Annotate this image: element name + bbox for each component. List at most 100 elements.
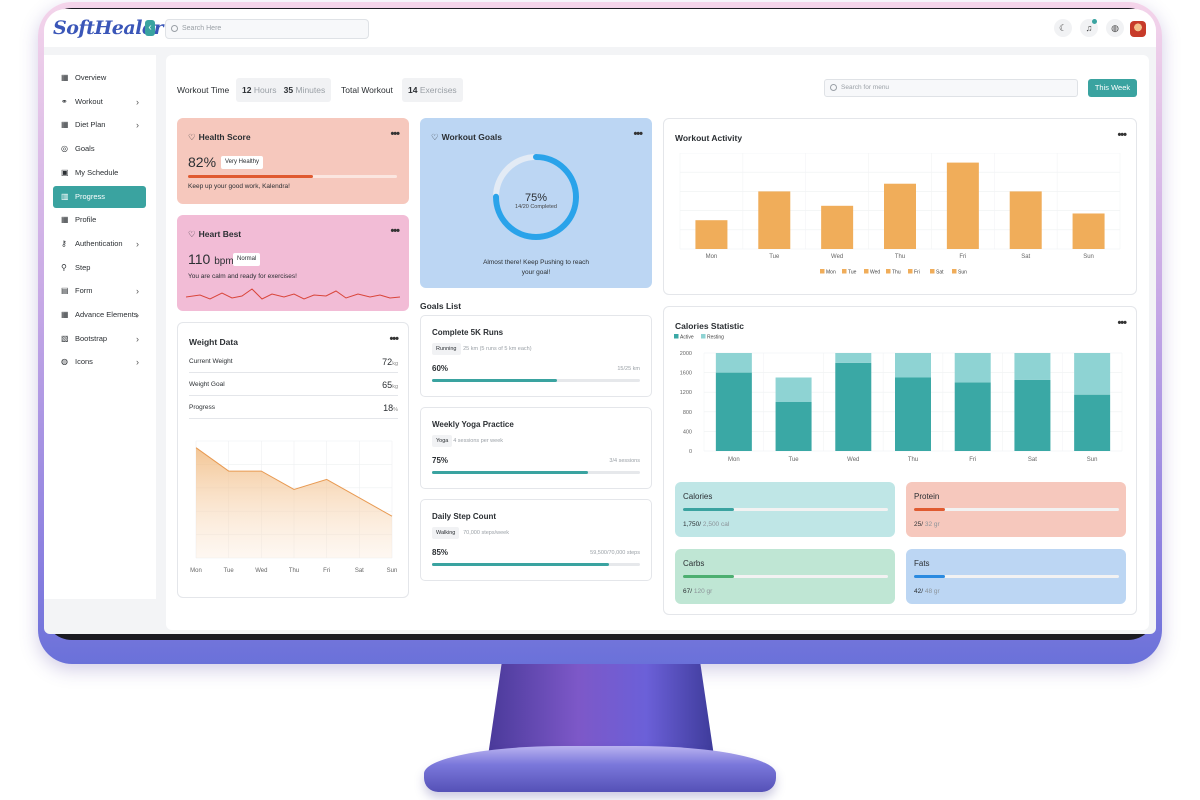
bar-resting-thu[interactable] bbox=[895, 353, 931, 378]
legend-swatch bbox=[820, 269, 825, 274]
legend-label: Thu bbox=[892, 270, 901, 276]
heart-icon: ♡ bbox=[188, 132, 196, 142]
more-icon[interactable]: ••• bbox=[633, 128, 643, 140]
macro-value: 67/ 120 gr bbox=[683, 588, 712, 595]
more-icon[interactable]: ••• bbox=[1117, 317, 1127, 329]
minutes-value: 35 bbox=[283, 85, 294, 95]
chevron-right-icon: › bbox=[136, 333, 139, 344]
globe-icon[interactable]: ◍ bbox=[1106, 19, 1124, 37]
sidebar-item-form[interactable]: ▤ Form › bbox=[53, 280, 146, 302]
weight-row-label: Current Weight bbox=[189, 358, 233, 365]
bar-fri[interactable] bbox=[946, 162, 979, 249]
goal-percent: 85% bbox=[432, 548, 449, 557]
dumbbell-icon: ⚭ bbox=[61, 96, 68, 106]
bar-active-sat[interactable] bbox=[1014, 379, 1051, 451]
y-tick-label: 400 bbox=[683, 429, 692, 435]
sidebar: ▦ Overview ⚭ Workout › ▦ Diet Plan › ◎ Goals ▣ My S… bbox=[44, 55, 156, 599]
bar-wed[interactable] bbox=[821, 205, 854, 249]
bar-active-mon[interactable] bbox=[715, 372, 752, 451]
sidebar-item-diet-plan[interactable]: ▦ Diet Plan › bbox=[53, 114, 146, 136]
calories-card: Calories Statistic ••• Active Resting 0 400… bbox=[663, 306, 1137, 615]
this-week-button[interactable]: This Week bbox=[1088, 79, 1137, 97]
menu-search-input[interactable]: Search for menu bbox=[824, 79, 1078, 97]
chevron-left-icon[interactable]: ‹ bbox=[145, 20, 155, 36]
goal-card[interactable]: Weekly Yoga Practice Yoga 4 sessions per w… bbox=[420, 407, 652, 489]
bar-active-tue[interactable] bbox=[775, 402, 812, 451]
screen: SoftHealer ‹ Search Here ☾ ♫ ◍ ▦ Overview… bbox=[44, 9, 1156, 634]
legend-label: Sun bbox=[958, 270, 967, 276]
heart-title: ♡ Heart Best bbox=[188, 229, 242, 239]
x-tick-label: Tue bbox=[224, 568, 235, 574]
more-icon[interactable]: ••• bbox=[389, 333, 399, 345]
sidebar-item-overview[interactable]: ▦ Overview bbox=[53, 67, 146, 89]
goal-progress: 59,500/70,000 steps bbox=[590, 550, 640, 556]
bar-mon[interactable] bbox=[695, 220, 728, 249]
sidebar-item-step[interactable]: ⚲ Step bbox=[53, 257, 146, 279]
goal-desc: 4 sessions per week bbox=[453, 438, 504, 444]
macro-track bbox=[914, 508, 1119, 511]
macro-current: 42 bbox=[914, 588, 922, 595]
bar-resting-tue[interactable] bbox=[775, 377, 812, 403]
more-icon[interactable]: ••• bbox=[390, 225, 400, 237]
exercises-value: 14 bbox=[408, 85, 418, 95]
bar-active-thu[interactable] bbox=[895, 377, 931, 452]
bar-resting-sat[interactable] bbox=[1014, 353, 1051, 380]
macro-fats: Fats 42/ 48 gr bbox=[906, 549, 1126, 604]
workout-goals-percent: 75% bbox=[524, 192, 548, 204]
x-tick-label: Thu bbox=[895, 254, 905, 260]
search-input[interactable]: Search Here bbox=[165, 19, 369, 39]
moon-icon[interactable]: ☾ bbox=[1054, 19, 1072, 37]
bar-resting-sun[interactable] bbox=[1074, 353, 1111, 395]
bar-resting-fri[interactable] bbox=[954, 353, 991, 383]
heartbeat-line bbox=[186, 288, 400, 300]
sidebar-item-workout[interactable]: ⚭ Workout › bbox=[53, 91, 146, 113]
goal-card[interactable]: Daily Step Count Walking 70,000 steps/week… bbox=[420, 499, 652, 581]
avatar[interactable] bbox=[1130, 21, 1146, 37]
weight-row-label: Progress bbox=[189, 404, 216, 411]
sidebar-item-icons[interactable]: ◍ Icons › bbox=[53, 351, 146, 373]
bar-tue[interactable] bbox=[758, 191, 791, 249]
sidebar-item-authentication[interactable]: ⚷ Authentication › bbox=[53, 233, 146, 255]
health-score-card: ♡ Health Score ••• 82% Very Healthy Keep … bbox=[177, 118, 409, 204]
form-icon: ▤ bbox=[61, 286, 69, 296]
workout-goals-message: Almost there! Keep Pushing to reach your … bbox=[483, 259, 589, 276]
bar-sun[interactable] bbox=[1072, 213, 1105, 249]
bar-sat[interactable] bbox=[1009, 191, 1042, 249]
sidebar-item-profile[interactable]: ▦ Profile bbox=[53, 209, 146, 231]
x-tick-label: Sun bbox=[387, 568, 398, 574]
legend-label: Tue bbox=[848, 270, 857, 276]
bar-resting-wed[interactable] bbox=[835, 353, 872, 363]
legend-swatch bbox=[864, 269, 869, 274]
bar-active-wed[interactable] bbox=[835, 362, 872, 451]
macro-track bbox=[683, 508, 888, 511]
sidebar-item-my-schedule[interactable]: ▣ My Schedule bbox=[53, 162, 146, 184]
notification-dot bbox=[1092, 19, 1097, 24]
y-tick-label: 2000 bbox=[680, 351, 692, 357]
health-score-message: Keep up your good work, Kalendra! bbox=[188, 183, 290, 190]
macro-value: 25/ 32 gr bbox=[914, 521, 940, 528]
sidebar-item-label: Workout bbox=[75, 96, 103, 106]
more-icon[interactable]: ••• bbox=[1117, 129, 1127, 141]
sidebar-item-advance-elements[interactable]: ▦ Advance Elements › bbox=[53, 304, 146, 326]
sidebar-item-goals[interactable]: ◎ Goals bbox=[53, 138, 146, 160]
bar-resting-mon[interactable] bbox=[715, 353, 752, 373]
sidebar-item-bootstrap[interactable]: ▧ Bootstrap › bbox=[53, 328, 146, 350]
more-icon[interactable]: ••• bbox=[390, 128, 400, 140]
macro-sep: / bbox=[921, 588, 925, 595]
macro-value: 1,750/ 2,500 cal bbox=[683, 521, 729, 528]
weight-row-unit: kg bbox=[392, 384, 398, 390]
macro-current: 67 bbox=[683, 588, 691, 595]
logo[interactable]: SoftHealer bbox=[53, 17, 164, 39]
bar-active-fri[interactable] bbox=[954, 382, 991, 451]
macro-track bbox=[683, 575, 888, 578]
sidebar-item-progress[interactable]: ▥ Progress bbox=[53, 185, 146, 208]
bar-thu[interactable] bbox=[884, 183, 916, 249]
heart-badge: Normal bbox=[233, 253, 261, 266]
bar-active-sun[interactable] bbox=[1074, 394, 1111, 451]
sidebar-item-label: Overview bbox=[75, 73, 107, 82]
goal-fill bbox=[432, 563, 609, 566]
calories-chart: Active Resting 0 400 800 1200 1600 2000 Mon Tue We… bbox=[674, 334, 1123, 463]
x-tick-label: Mon bbox=[706, 254, 718, 260]
bell-icon[interactable]: ♫ bbox=[1080, 19, 1098, 37]
goal-card[interactable]: Complete 5K Runs Running 25 km (5 runs of … bbox=[420, 315, 652, 397]
